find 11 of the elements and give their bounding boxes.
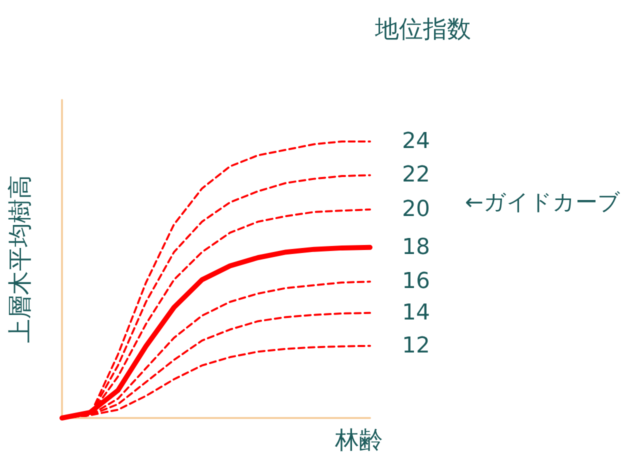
y-axis-title: 上層木平均樹高 (6, 175, 34, 343)
text: 地位指数 (374, 15, 471, 43)
series-label: 24 (402, 128, 430, 154)
x-axis-title: 林齢 (334, 426, 383, 454)
series-label: 20 (402, 197, 430, 222)
series-label: 14 (402, 300, 430, 326)
series-label: 22 (402, 162, 430, 188)
series-label: 16 (402, 269, 430, 294)
series-label: 12 (402, 333, 430, 358)
text: ←ガイドカーブ (465, 190, 620, 216)
series-label: 18 (402, 234, 430, 260)
